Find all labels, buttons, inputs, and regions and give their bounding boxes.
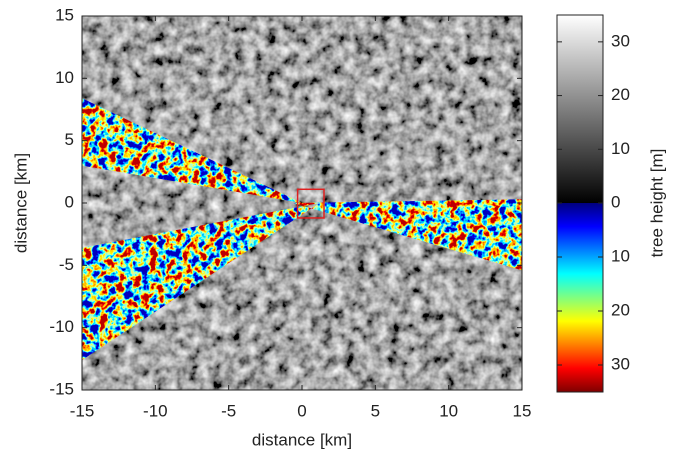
x-tick-label: 10 — [439, 401, 458, 420]
y-tick-label: 5 — [65, 130, 74, 149]
y-tick-label: 15 — [55, 5, 74, 24]
y-tick-label: -15 — [49, 379, 74, 398]
colorbar-tick-label: 20 — [611, 300, 630, 319]
x-tick-label: -5 — [221, 401, 236, 420]
colorbar-tick-label: 30 — [611, 31, 630, 50]
colorbar-tick-label: 20 — [611, 85, 630, 104]
colorbar-tick-label: 30 — [611, 354, 630, 373]
x-tick-label: -10 — [143, 401, 168, 420]
colorbar-gray — [557, 15, 603, 203]
y-axis-label: distance [km] — [11, 153, 30, 253]
map — [82, 16, 522, 390]
colorbar-tick-label: 10 — [611, 246, 630, 265]
x-tick-label: 5 — [371, 401, 380, 420]
colorbar-tick-label: 0 — [611, 192, 620, 211]
colorbar-tick-label: 10 — [611, 139, 630, 158]
x-axis-label: distance [km] — [252, 430, 352, 449]
y-tick-label: -5 — [59, 255, 74, 274]
x-tick-label: 15 — [513, 401, 532, 420]
y-tick-label: 0 — [65, 192, 74, 211]
colorbar-label: tree height [m] — [647, 149, 666, 258]
x-tick-label: -15 — [70, 401, 95, 420]
y-tick-label: 10 — [55, 68, 74, 87]
figure: distance [km] distance [km] tree height … — [0, 0, 673, 461]
y-tick-label: -10 — [49, 317, 74, 336]
x-tick-label: 0 — [297, 401, 306, 420]
colorbar-jet — [557, 203, 603, 392]
